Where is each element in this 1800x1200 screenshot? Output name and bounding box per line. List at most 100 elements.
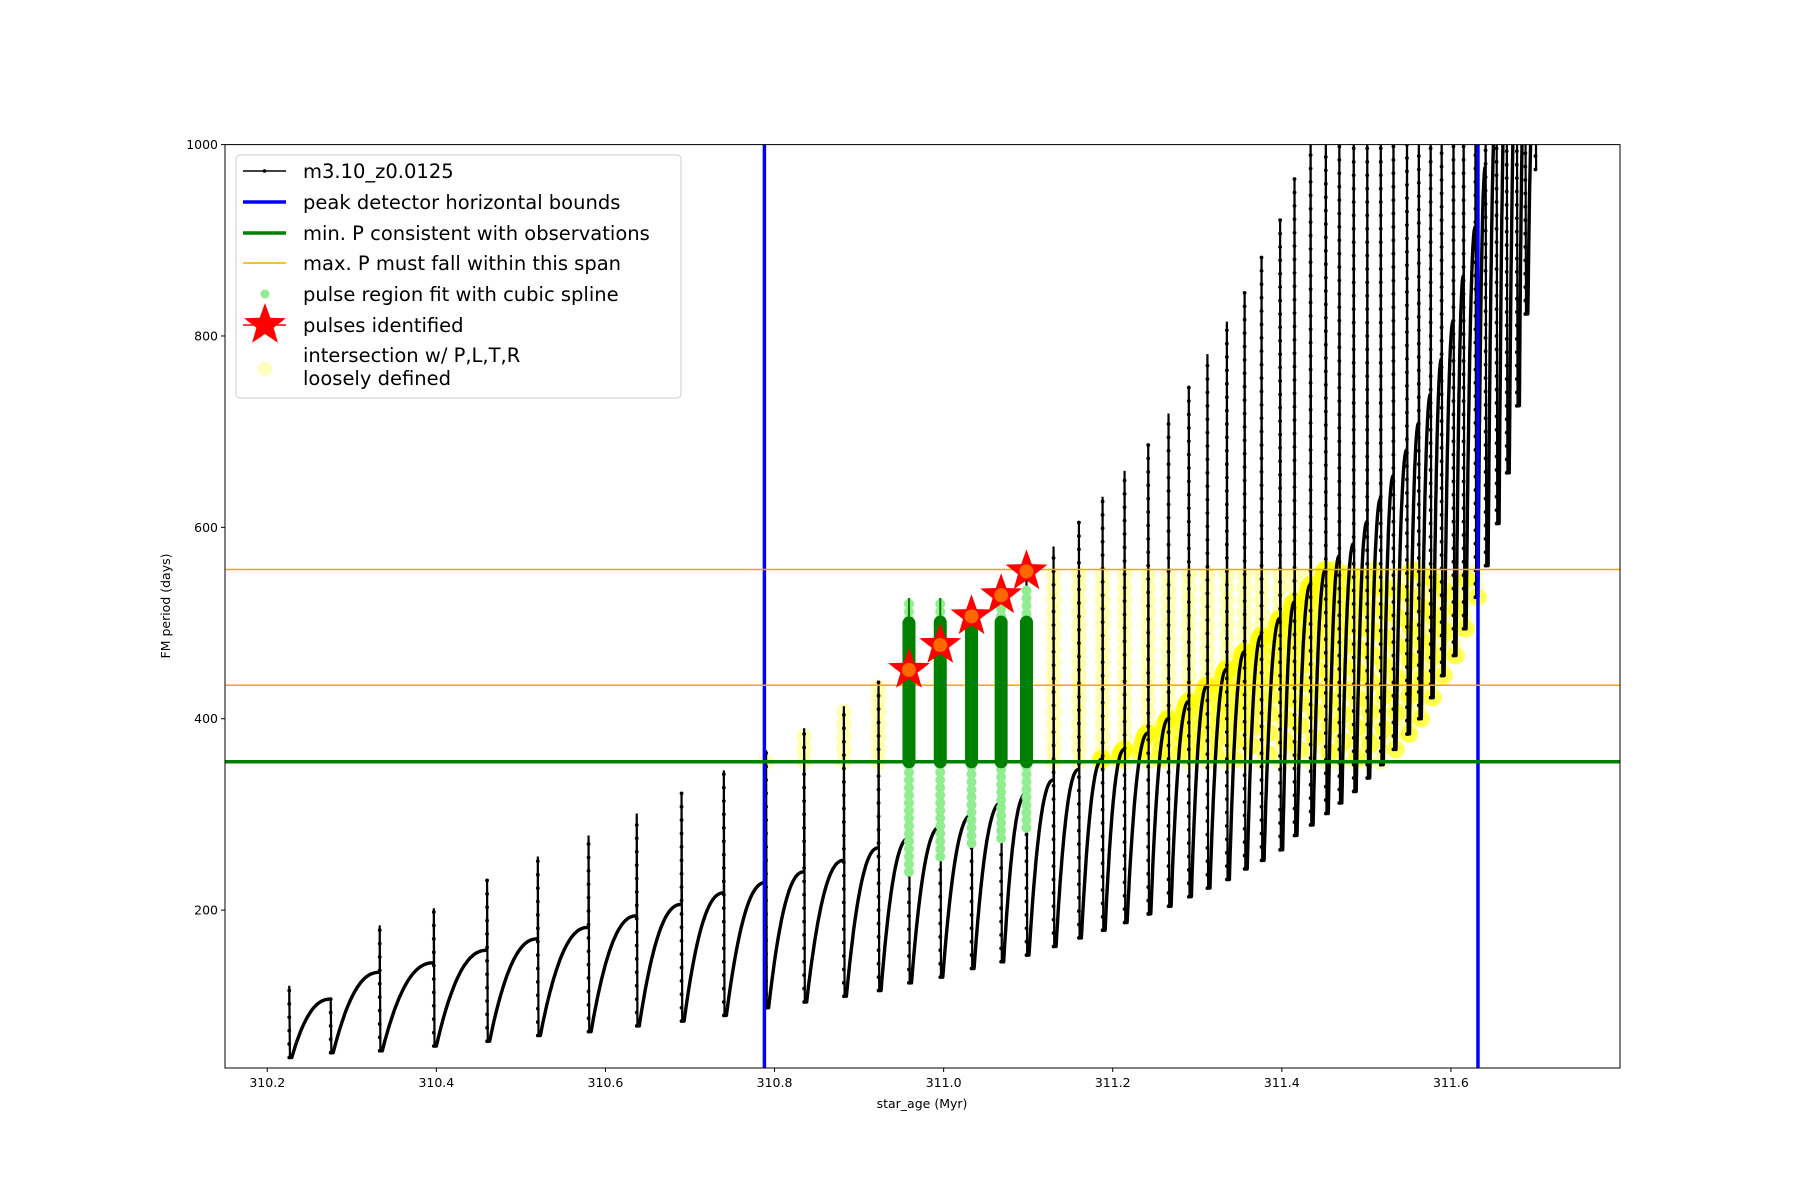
track-point: [1323, 570, 1328, 575]
track-point: [1186, 827, 1191, 832]
track-point: [1205, 497, 1210, 502]
track-point: [1392, 64, 1396, 68]
track-point: [1259, 362, 1264, 367]
track-arc: [1394, 448, 1409, 752]
track-point: [1166, 502, 1171, 507]
track-point: [1308, 528, 1313, 533]
track-point: [802, 906, 807, 911]
legend-circle-icon: [257, 361, 273, 377]
track-arc: [940, 813, 973, 979]
track-arc: [1442, 319, 1455, 678]
track-point: [1365, 468, 1370, 472]
track-point: [1440, 58, 1444, 62]
track-point: [1308, 581, 1313, 586]
track-point: [1146, 644, 1151, 648]
track-point: [1391, 238, 1396, 243]
track-point: [1259, 764, 1264, 769]
track-point: [1505, 109, 1509, 113]
track-point: [1323, 476, 1328, 481]
track-point: [1514, 323, 1519, 328]
track-point: [1504, 202, 1509, 207]
track-point: [1461, 238, 1466, 243]
track-point: [431, 950, 436, 955]
track-point: [1205, 484, 1210, 489]
track-point: [1146, 778, 1151, 782]
track-point: [1351, 186, 1356, 191]
track-point: [1278, 405, 1283, 410]
track-point: [1428, 602, 1433, 606]
track-point: [1429, 133, 1433, 137]
track-arc: [766, 870, 805, 1010]
track-point: [1186, 559, 1191, 564]
track-point: [907, 913, 911, 918]
track-point: [1259, 711, 1264, 715]
track-point: [1186, 667, 1191, 671]
pulse-spike: [1077, 521, 1081, 938]
spline-fit-point: [935, 813, 946, 824]
track-point: [1100, 673, 1105, 678]
track-point: [1122, 518, 1127, 523]
track-point: [1278, 740, 1283, 745]
track-point: [1416, 623, 1421, 627]
track-point: [1365, 427, 1370, 432]
track-point: [1534, 47, 1538, 51]
track-point: [1494, 387, 1499, 392]
track-point: [1451, 318, 1456, 323]
track-point: [1451, 211, 1456, 216]
track-point: [1365, 159, 1370, 164]
track-point: [1429, 66, 1433, 70]
track-point: [1514, 243, 1519, 247]
track-point: [1483, 402, 1488, 407]
track-point: [1365, 334, 1370, 338]
track-point: [1224, 408, 1229, 413]
track-point: [1417, 114, 1421, 118]
track-point: [1405, 316, 1409, 321]
track-point: [1259, 309, 1264, 313]
track-point: [1523, 191, 1528, 196]
track-point: [1100, 754, 1105, 758]
track-point: [679, 912, 684, 916]
legend-label: intersection w/ P,L,T,R: [303, 344, 520, 367]
track-arc: [487, 937, 539, 1043]
track-point: [1292, 270, 1297, 275]
track-point: [586, 909, 591, 913]
track-point: [679, 871, 684, 876]
track-point: [1523, 298, 1528, 303]
track-point: [1259, 469, 1264, 474]
pulse-spike: [1405, 144, 1409, 735]
pulses-identified-markers: [888, 549, 1048, 688]
track-point: [1259, 255, 1264, 260]
track-point: [1523, 285, 1528, 290]
track-point: [1323, 557, 1328, 561]
track-point: [1308, 461, 1313, 466]
track-point: [841, 980, 846, 985]
track-point: [1100, 526, 1105, 531]
track-point: [1259, 269, 1264, 273]
track-point: [1428, 535, 1433, 539]
track-point: [1308, 354, 1313, 358]
track-point: [1259, 282, 1264, 287]
track-point: [1451, 439, 1456, 444]
track-point: [969, 872, 974, 877]
track-point: [1391, 278, 1396, 283]
track-point: [802, 772, 807, 777]
track-point: [1351, 561, 1356, 566]
track-point: [1365, 548, 1370, 553]
track-point: [431, 977, 436, 981]
track-point: [1337, 653, 1342, 658]
track-point: [1292, 244, 1297, 248]
track-point: [1122, 853, 1127, 858]
track-point: [535, 966, 540, 971]
track-point: [1378, 575, 1383, 580]
track-point: [1051, 663, 1056, 668]
track-point: [1077, 708, 1081, 713]
track-point: [535, 886, 540, 891]
track-point: [1451, 492, 1456, 497]
track-point: [1051, 690, 1056, 694]
track-point: [535, 1006, 540, 1011]
track-point: [679, 818, 684, 823]
track-point: [1514, 269, 1519, 274]
track-point: [1292, 579, 1297, 583]
x-tick-label: 311.4: [1264, 1075, 1300, 1090]
track-point: [1308, 394, 1313, 399]
